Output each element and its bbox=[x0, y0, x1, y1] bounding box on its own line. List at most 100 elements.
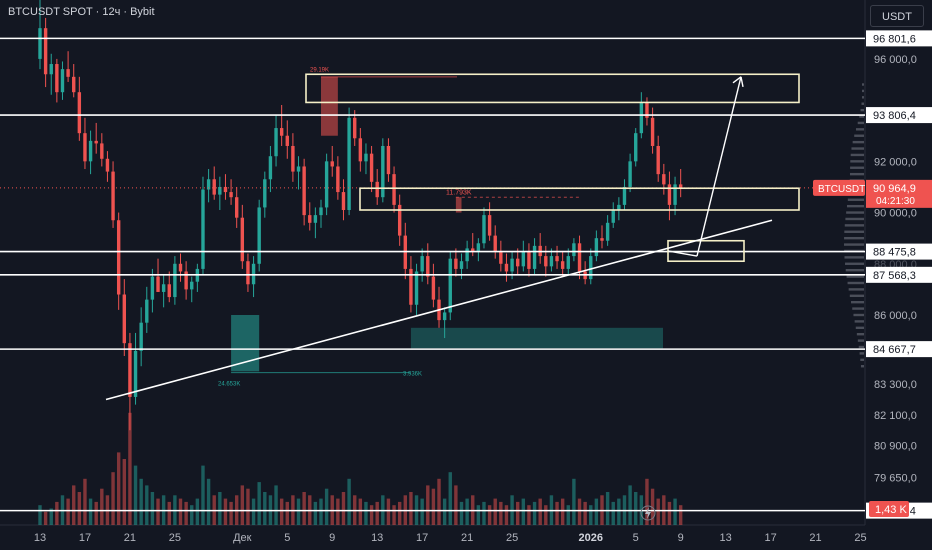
candle-body bbox=[77, 92, 82, 134]
candle-body bbox=[139, 322, 143, 351]
x-tick-label: 25 bbox=[854, 532, 866, 544]
annotation-label: 24.653K bbox=[218, 381, 240, 387]
volume-profile-bar bbox=[847, 198, 864, 201]
volume-bar bbox=[409, 492, 413, 525]
volume-bar bbox=[263, 492, 267, 525]
x-tick-label: 17 bbox=[79, 532, 91, 544]
volume-bar bbox=[437, 478, 441, 525]
candle-body bbox=[358, 138, 363, 162]
supply-zone-box bbox=[321, 76, 338, 136]
candle-body bbox=[296, 166, 301, 172]
arrow-head bbox=[740, 76, 744, 87]
candle-body bbox=[510, 258, 514, 272]
volume-bar bbox=[448, 472, 452, 525]
x-tick-label: 25 bbox=[169, 532, 181, 544]
volume-bar bbox=[521, 498, 526, 525]
volume-bar bbox=[516, 501, 520, 525]
trend-line bbox=[105, 219, 773, 401]
bolt-icon bbox=[640, 505, 656, 521]
volume-profile-bar bbox=[860, 358, 864, 362]
volume-bar bbox=[274, 485, 278, 525]
volume-profile-bar bbox=[846, 275, 864, 278]
volume-profile-bar bbox=[845, 262, 864, 265]
volume-bar bbox=[111, 472, 115, 525]
volume-bar bbox=[487, 505, 492, 525]
volume-profile-bar bbox=[859, 115, 864, 118]
volume-profile-bar bbox=[844, 236, 864, 240]
x-tick-label: 2026 bbox=[579, 532, 603, 544]
volume-profile-bar bbox=[849, 172, 864, 176]
volume-bar bbox=[476, 505, 481, 525]
candle-body bbox=[656, 145, 660, 175]
volume-bar bbox=[178, 498, 183, 525]
candle-body bbox=[83, 133, 87, 162]
volume-bar bbox=[190, 505, 194, 525]
candle-body bbox=[392, 174, 396, 205]
candle-body bbox=[206, 179, 211, 190]
candle-body bbox=[55, 64, 59, 93]
candle-body bbox=[330, 161, 334, 167]
volume-bar bbox=[302, 492, 306, 525]
volume-profile-bar bbox=[844, 243, 864, 246]
candle-body bbox=[493, 235, 497, 251]
last-price-tag bbox=[866, 179, 932, 208]
volume-bar bbox=[218, 492, 222, 525]
candle-body bbox=[504, 263, 509, 272]
x-tick-label: 21 bbox=[461, 532, 473, 544]
candle-body bbox=[397, 204, 402, 236]
volume-bar bbox=[605, 492, 610, 525]
volume-profile-bar bbox=[845, 268, 864, 272]
candle-body bbox=[229, 192, 233, 198]
candle-body bbox=[251, 263, 256, 285]
countdown-label: 04:21:30 bbox=[876, 196, 915, 207]
y-tick-label: 90 000,0 bbox=[874, 208, 917, 220]
candle-body bbox=[319, 207, 323, 216]
candle-body bbox=[560, 261, 565, 269]
level-price-label: 88 475,8 bbox=[873, 247, 916, 259]
candle-body bbox=[589, 256, 593, 280]
volume-profile-bar bbox=[854, 134, 864, 137]
candle-body bbox=[161, 284, 166, 292]
candle-body bbox=[667, 184, 672, 205]
level-price-tag bbox=[866, 30, 932, 47]
candle-body bbox=[634, 133, 638, 162]
volume-bar bbox=[88, 498, 93, 525]
candle-body bbox=[133, 350, 138, 397]
volume-profile-bar bbox=[844, 230, 864, 233]
candle-body bbox=[431, 276, 436, 300]
level-price-label: 84 667,7 bbox=[873, 344, 916, 356]
volume-bar bbox=[673, 498, 677, 525]
currency-button[interactable]: USDT bbox=[870, 5, 924, 27]
y-tick-label: 82 100,0 bbox=[874, 410, 917, 422]
last-price-label: 90 964,9 bbox=[873, 183, 916, 195]
candle-body bbox=[521, 250, 526, 267]
candle-body bbox=[341, 192, 346, 210]
volume-bar bbox=[319, 498, 323, 525]
volume-bar bbox=[128, 412, 132, 525]
volume-bar bbox=[566, 505, 570, 525]
drawings: 29.19K 11.793K 24.653K 3.936K bbox=[105, 68, 800, 401]
candle-body bbox=[594, 238, 599, 257]
volume-profile-bar bbox=[847, 281, 864, 285]
volume-bar bbox=[324, 488, 329, 525]
volume-bar bbox=[206, 478, 211, 525]
candle-body bbox=[313, 215, 318, 223]
y-tick-label: 80 900,0 bbox=[874, 441, 917, 453]
annotation-label: 3.936K bbox=[403, 372, 422, 378]
volume-bar bbox=[544, 505, 548, 525]
candle-body bbox=[678, 184, 683, 188]
volume-bar bbox=[364, 501, 368, 525]
volume-bar bbox=[100, 488, 104, 525]
volume-profile-bar bbox=[846, 204, 864, 208]
x-tick-label: 13 bbox=[720, 532, 732, 544]
volume-profile-bar bbox=[846, 211, 864, 214]
candle-body bbox=[572, 243, 576, 257]
candle-body bbox=[544, 256, 548, 267]
volume-bar bbox=[628, 485, 632, 525]
level-price-tag bbox=[866, 243, 932, 260]
candle-body bbox=[72, 76, 76, 93]
candle-body bbox=[88, 140, 93, 162]
candle-body bbox=[49, 64, 53, 75]
candle-body bbox=[465, 248, 469, 262]
